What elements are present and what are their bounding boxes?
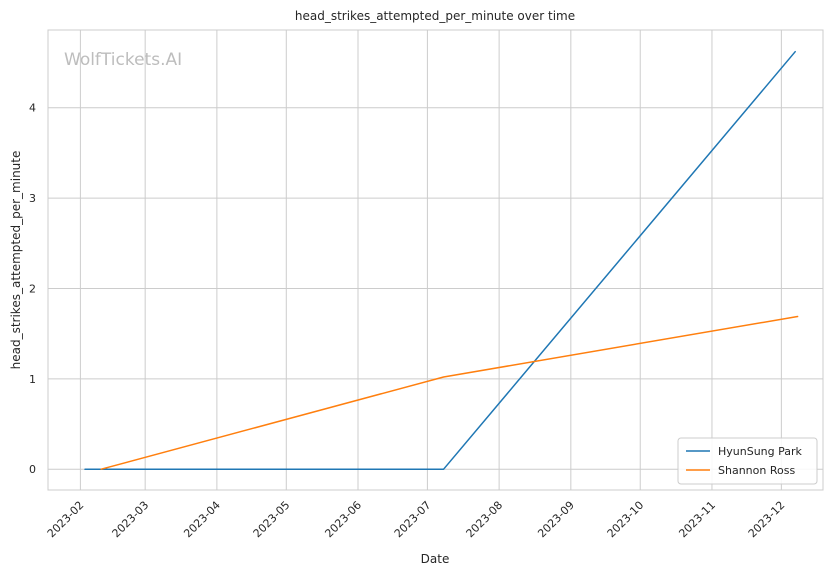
x-tick-label: 2023-05	[251, 499, 293, 541]
y-axis-label: head_strikes_attempted_per_minute	[9, 151, 23, 370]
x-axis-label: Date	[421, 552, 450, 566]
x-tick-label: 2023-07	[392, 499, 434, 541]
y-tick-label: 3	[29, 192, 36, 205]
series-line-2	[100, 315, 799, 470]
legend-box	[677, 437, 818, 485]
legend: HyunSung Park Shannon Ross	[677, 437, 818, 485]
y-tick-label: 0	[29, 463, 36, 476]
plot-frame	[47, 29, 824, 491]
x-tick-label: 2023-09	[535, 499, 577, 541]
y-tick-label: 2	[29, 282, 36, 295]
x-tick-label: 2023-04	[181, 499, 223, 541]
series-group	[84, 50, 799, 470]
x-tick-label: 2023-08	[464, 499, 506, 541]
chart-title: head_strikes_attempted_per_minute over t…	[295, 9, 575, 23]
x-tick-label: 2023-11	[676, 499, 718, 541]
grid-lines	[48, 30, 823, 490]
x-tick-label: 2023-02	[45, 499, 87, 541]
y-tick-label: 4	[29, 102, 36, 115]
x-tick-label: 2023-06	[322, 499, 364, 541]
x-tick-label: 2023-12	[746, 499, 788, 541]
legend-label: HyunSung Park	[718, 445, 803, 458]
y-tick-labels: 0 1 2 3 4	[29, 102, 36, 476]
legend-label: Shannon Ross	[718, 464, 795, 477]
y-tick-label: 1	[29, 373, 36, 386]
x-tick-label: 2023-10	[605, 499, 647, 541]
series-line-1	[84, 50, 796, 470]
watermark: WolfTickets.AI	[64, 50, 182, 70]
x-tick-label: 2023-03	[110, 499, 152, 541]
x-tick-labels: 2023-02 2023-03 2023-04 2023-05 2023-06 2023-…	[45, 499, 788, 541]
